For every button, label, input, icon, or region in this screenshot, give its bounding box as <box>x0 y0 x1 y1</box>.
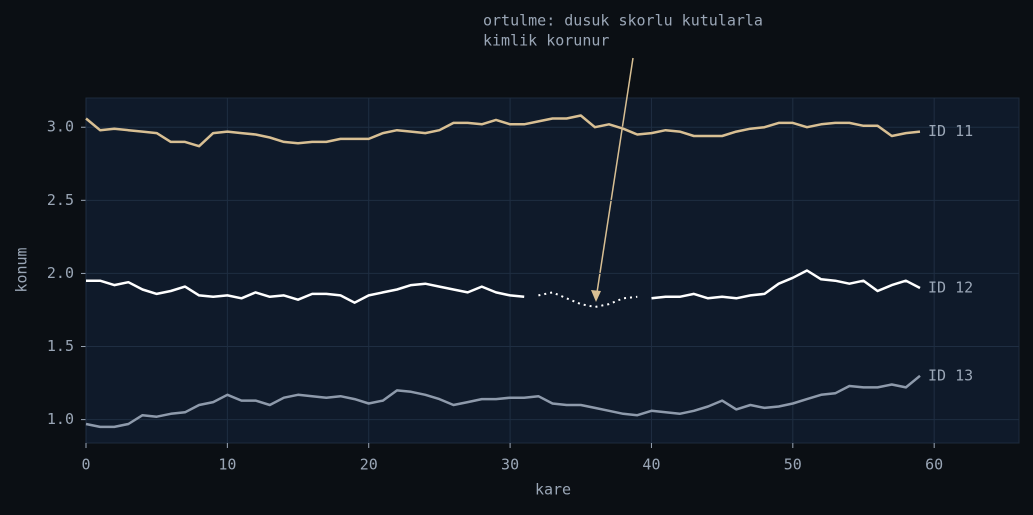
annotation-arrowhead <box>591 290 601 302</box>
x-tick-label: 50 <box>784 456 802 474</box>
x-tick-label: 60 <box>925 456 943 474</box>
x-tick-label: 40 <box>642 456 660 474</box>
y-tick-label: 1.0 <box>47 410 74 428</box>
annotation-text: kimlik korunur <box>483 32 609 50</box>
x-tick-label: 30 <box>501 456 519 474</box>
annotation-arrow <box>595 57 634 300</box>
x-tick-label: 10 <box>218 456 236 474</box>
series-label: ID 11 <box>928 122 973 140</box>
series-line <box>85 114 921 148</box>
x-tick-label: 20 <box>360 456 378 474</box>
series-label: ID 13 <box>928 366 973 384</box>
series-line <box>85 374 921 429</box>
y-tick-label: 1.5 <box>47 337 74 355</box>
plot-area <box>85 97 1020 444</box>
x-tick-label: 0 <box>81 456 90 474</box>
y-axis-label: konum <box>13 247 31 292</box>
series-line <box>86 269 921 304</box>
series-label: ID 12 <box>928 279 973 297</box>
y-tick-label: 2.0 <box>47 264 74 282</box>
x-axis-label: kare <box>535 481 571 499</box>
annotation-text: ortulme: dusuk skorlu kutularla <box>483 12 763 30</box>
y-tick-label: 3.0 <box>47 118 74 136</box>
y-tick-label: 2.5 <box>47 191 74 209</box>
